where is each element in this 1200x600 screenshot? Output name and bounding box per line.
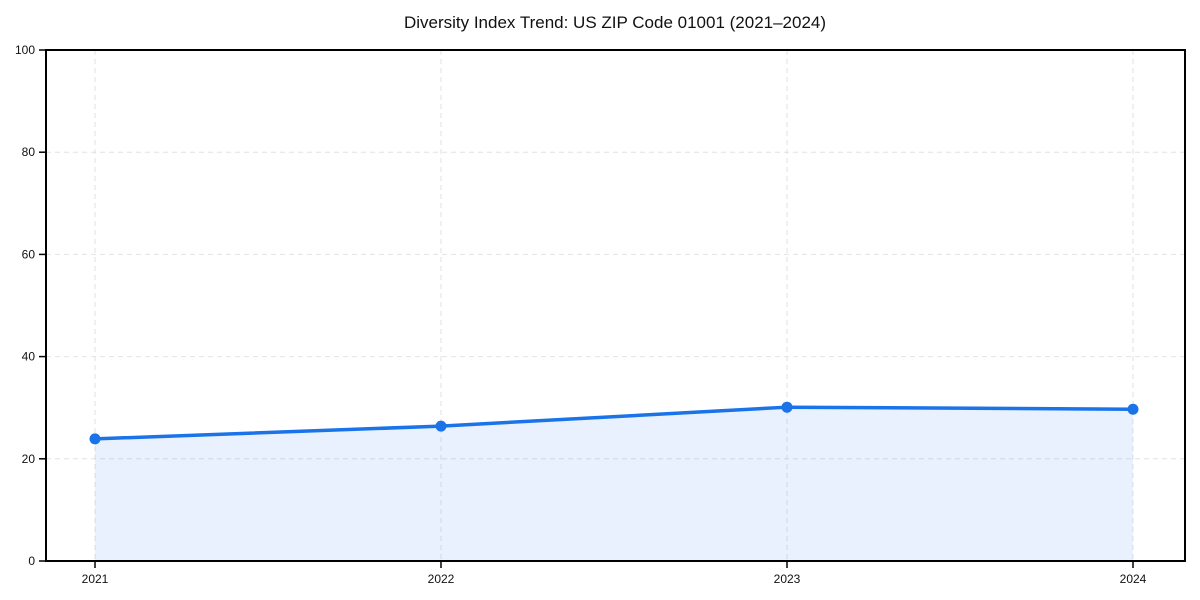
- y-tick-label: 100: [15, 43, 35, 57]
- y-tick-label: 0: [28, 554, 35, 568]
- plot-area: 0 20 40 60 80 100 2021 2022 2023 2024: [15, 43, 1186, 586]
- y-tick-label: 40: [22, 350, 36, 364]
- x-tick-label: 2022: [428, 572, 455, 586]
- plot-border: [45, 49, 1186, 562]
- series-line: [93, 405, 1135, 441]
- data-point-marker: [89, 433, 101, 445]
- data-point-marker: [435, 420, 447, 432]
- y-tick-label: 20: [22, 452, 36, 466]
- data-point-marker: [1127, 403, 1139, 415]
- x-tick-label: 2021: [82, 572, 109, 586]
- y-tick-label: 80: [22, 145, 36, 159]
- y-tick-label: 60: [22, 247, 36, 261]
- x-tick-label: 2023: [774, 572, 801, 586]
- chart-title: Diversity Index Trend: US ZIP Code 01001…: [404, 13, 826, 32]
- area-fill: [95, 407, 1133, 561]
- data-point-marker: [781, 401, 793, 413]
- x-tick-label: 2024: [1120, 572, 1147, 586]
